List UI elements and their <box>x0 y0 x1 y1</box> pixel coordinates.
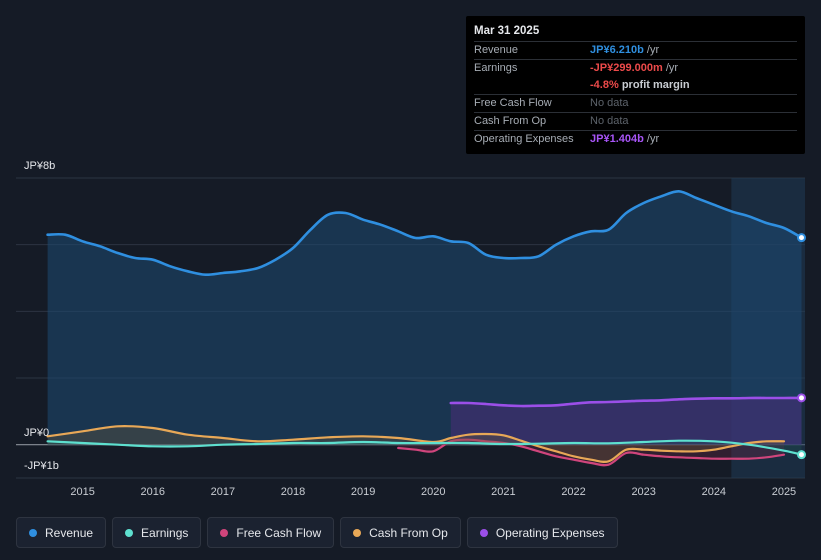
x-tick-label: 2023 <box>631 486 655 498</box>
x-tick-label: 2021 <box>491 486 515 498</box>
cash-from-op-line <box>46 425 786 463</box>
tooltip-row-earnings: Earnings -JP¥299.000m /yr <box>474 60 797 77</box>
y-tick-label-top: JP¥8b <box>24 160 56 172</box>
legend-item-operating-expenses[interactable]: Operating Expenses <box>466 517 618 548</box>
earnings-end-point <box>796 450 806 460</box>
tooltip-row-opex: Operating Expenses JP¥1.404b /yr <box>474 131 797 148</box>
tooltip-row-fcf: Free Cash Flow No data <box>474 95 797 113</box>
tooltip-row-cfo: Cash From Op No data <box>474 113 797 131</box>
tooltip-label: Free Cash Flow <box>474 97 552 109</box>
tooltip-label: Cash From Op <box>474 115 547 127</box>
x-tick-label: 2020 <box>421 486 445 498</box>
cash-from-op-dot-icon <box>353 528 362 537</box>
revenue-dot-icon <box>29 528 37 537</box>
revenue-line <box>46 190 803 277</box>
operating-expenses-area <box>450 397 802 445</box>
tooltip-opex-value: JP¥1.404b /yr <box>590 133 660 145</box>
legend: Revenue Earnings Free Cash Flow Cash Fro… <box>16 517 618 548</box>
x-tick-label: 2018 <box>281 486 305 498</box>
operating-expenses-end-point <box>796 393 806 403</box>
tooltip: Mar 31 2025 Revenue JP¥6.210b /yr Earnin… <box>466 16 805 154</box>
operating-expenses-line <box>449 396 803 408</box>
y-tick-label-bottom: -JP¥1b <box>24 460 59 472</box>
tooltip-row-margin: -4.8% profit margin <box>474 77 797 95</box>
legend-label: Cash From Op <box>369 525 448 540</box>
operating-expenses-dot-icon <box>479 528 488 537</box>
x-tick-label: 2016 <box>141 486 165 498</box>
legend-label: Free Cash Flow <box>236 525 322 540</box>
tooltip-date: Mar 31 2025 <box>474 24 797 42</box>
x-tick-label: 2017 <box>211 486 235 498</box>
legend-label: Revenue <box>45 525 94 540</box>
x-tick-label: 2019 <box>351 486 375 498</box>
revenue-end-point <box>796 233 806 243</box>
x-tick-label: 2022 <box>561 486 585 498</box>
tooltip-fcf-value: No data <box>590 97 629 109</box>
free-cash-flow-line <box>397 438 786 467</box>
tooltip-row-revenue: Revenue JP¥6.210b /yr <box>474 42 797 60</box>
free-cash-flow-area <box>398 439 784 466</box>
legend-item-cash-from-op[interactable]: Cash From Op <box>340 517 461 548</box>
legend-label: Earnings <box>141 525 189 540</box>
x-tick-label: 2024 <box>702 486 726 498</box>
legend-label: Operating Expenses <box>495 525 605 540</box>
x-tick-label: 2025 <box>772 486 796 498</box>
tooltip-earnings-value: -JP¥299.000m /yr <box>590 62 679 74</box>
tooltip-margin-value: -4.8% profit margin <box>590 79 690 91</box>
revenue-area <box>47 191 802 445</box>
legend-item-free-cash-flow[interactable]: Free Cash Flow <box>207 517 335 548</box>
tooltip-revenue-value: JP¥6.210b /yr <box>590 44 660 56</box>
x-tick-label: 2015 <box>70 486 94 498</box>
earnings-line <box>46 439 803 456</box>
legend-item-earnings[interactable]: Earnings <box>112 517 202 548</box>
y-tick-label-zero: JP¥0 <box>24 427 50 439</box>
legend-item-revenue[interactable]: Revenue <box>16 517 107 548</box>
tooltip-label: Revenue <box>474 44 519 56</box>
tooltip-label: Earnings <box>474 62 518 74</box>
earnings-dot-icon <box>125 528 134 537</box>
tooltip-cfo-value: No data <box>590 115 629 127</box>
free-cash-flow-dot-icon <box>220 528 229 537</box>
tooltip-label: Operating Expenses <box>474 133 574 145</box>
